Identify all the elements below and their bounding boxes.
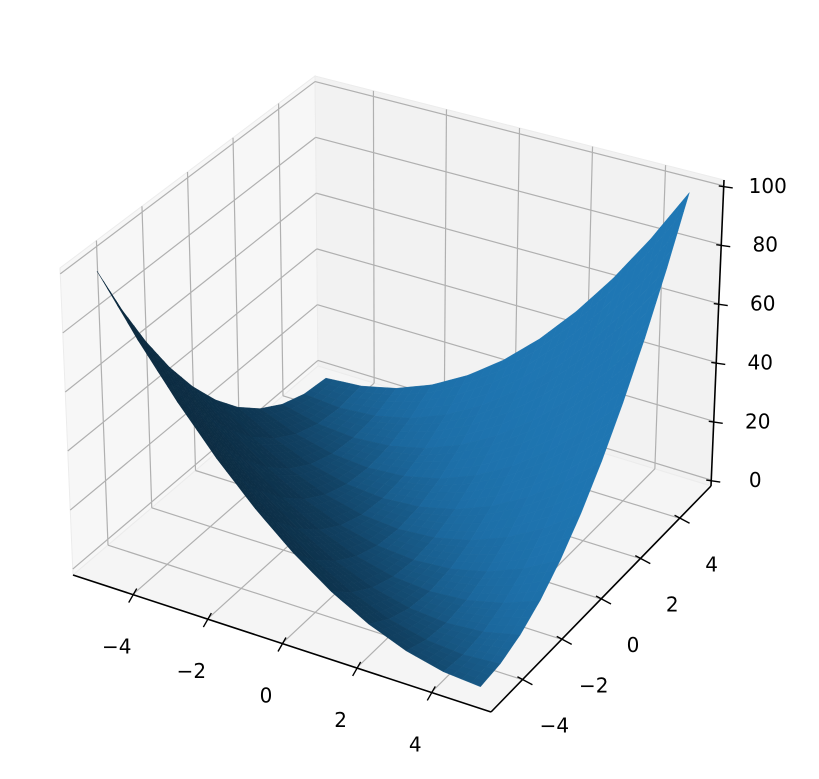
surface-face — [96, 270, 114, 298]
x-tick-label: −2 — [177, 659, 206, 683]
x-tick — [128, 588, 138, 603]
z-tick — [713, 302, 728, 307]
surface-face — [673, 192, 690, 223]
y-gridline — [95, 240, 109, 546]
surface-face — [470, 677, 486, 688]
x-gridline — [443, 109, 448, 405]
z-gridline — [315, 136, 722, 246]
z-tick-label: 100 — [749, 174, 787, 198]
z-gridline — [64, 192, 317, 393]
z-tick-label: 60 — [750, 292, 775, 316]
y-gridline — [141, 206, 153, 508]
z-tick — [716, 244, 731, 248]
y-tick-label: 0 — [627, 633, 640, 657]
y-tick — [634, 555, 651, 565]
z-tick-label: 40 — [748, 350, 773, 374]
y-tick — [674, 514, 690, 524]
x-tick-label: 2 — [334, 708, 347, 732]
y-tick-label: 4 — [705, 552, 718, 576]
y-tick — [595, 595, 612, 605]
x-tick — [352, 661, 362, 677]
z-gridline — [62, 136, 317, 334]
z-tick-label: 80 — [753, 233, 778, 257]
x-tick — [426, 686, 436, 701]
y-tick-label: −2 — [579, 673, 608, 697]
z-tick-label: 0 — [749, 468, 762, 492]
x-gridline — [654, 165, 667, 469]
x-tick — [202, 612, 212, 628]
z-tick — [711, 361, 726, 366]
z-gridline — [59, 81, 316, 275]
z-axis-line — [710, 179, 725, 487]
y-tick-label: −4 — [540, 714, 569, 738]
z-gridline — [316, 248, 717, 364]
z-tick-label: 20 — [745, 409, 770, 433]
x-tick-label: 0 — [260, 684, 273, 708]
y-gridline — [232, 137, 240, 434]
z-tick — [718, 185, 733, 189]
x-gridline — [372, 90, 375, 384]
z-gridline — [67, 248, 318, 452]
z-tick — [706, 479, 721, 483]
z-gridline — [72, 359, 319, 570]
surface — [96, 192, 690, 688]
y-tick-label: 2 — [666, 593, 679, 617]
axis-lines — [72, 179, 733, 713]
x-tick — [277, 637, 287, 652]
z-gridline — [314, 80, 724, 187]
x-tick-label: −4 — [102, 635, 131, 659]
x-tick-label: 4 — [409, 732, 422, 756]
y-tick — [517, 676, 533, 686]
y-gridline — [277, 103, 284, 396]
z-tick — [708, 420, 723, 424]
y-tick — [556, 635, 573, 645]
